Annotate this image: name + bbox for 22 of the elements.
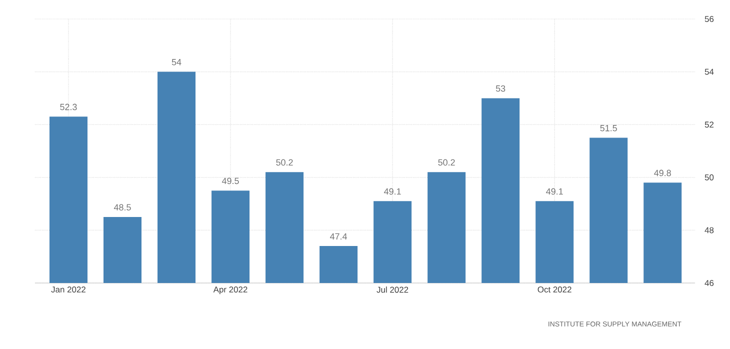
y-tick-label: 56	[704, 16, 714, 22]
y-tick-label: 54	[704, 68, 714, 75]
y-tick-label: 52	[704, 122, 714, 128]
data-label: 47.4	[330, 233, 347, 240]
data-label: 49.8	[654, 170, 671, 176]
data-label: 50.2	[438, 159, 455, 166]
data-label: 54	[172, 59, 182, 66]
data-label: 50.2	[276, 159, 293, 166]
y-tick-label: 48	[704, 227, 714, 234]
data-label: 52.3	[60, 104, 77, 110]
data-label: 48.5	[114, 204, 131, 210]
data-label: 53	[496, 85, 506, 92]
data-label: 49.1	[384, 188, 401, 195]
x-tick-label: Apr 2022	[213, 286, 248, 294]
x-tick-label: Oct 2022	[538, 286, 572, 293]
data-label: 51.5	[600, 125, 617, 132]
data-label: 49.1	[546, 188, 563, 195]
data-label: 49.5	[222, 178, 239, 184]
y-tick-label: 46	[704, 280, 714, 286]
y-tick-label: 50	[704, 174, 714, 180]
x-tick-label: Jan 2022	[51, 286, 86, 293]
x-tick-label: Jul 2022	[376, 286, 408, 293]
